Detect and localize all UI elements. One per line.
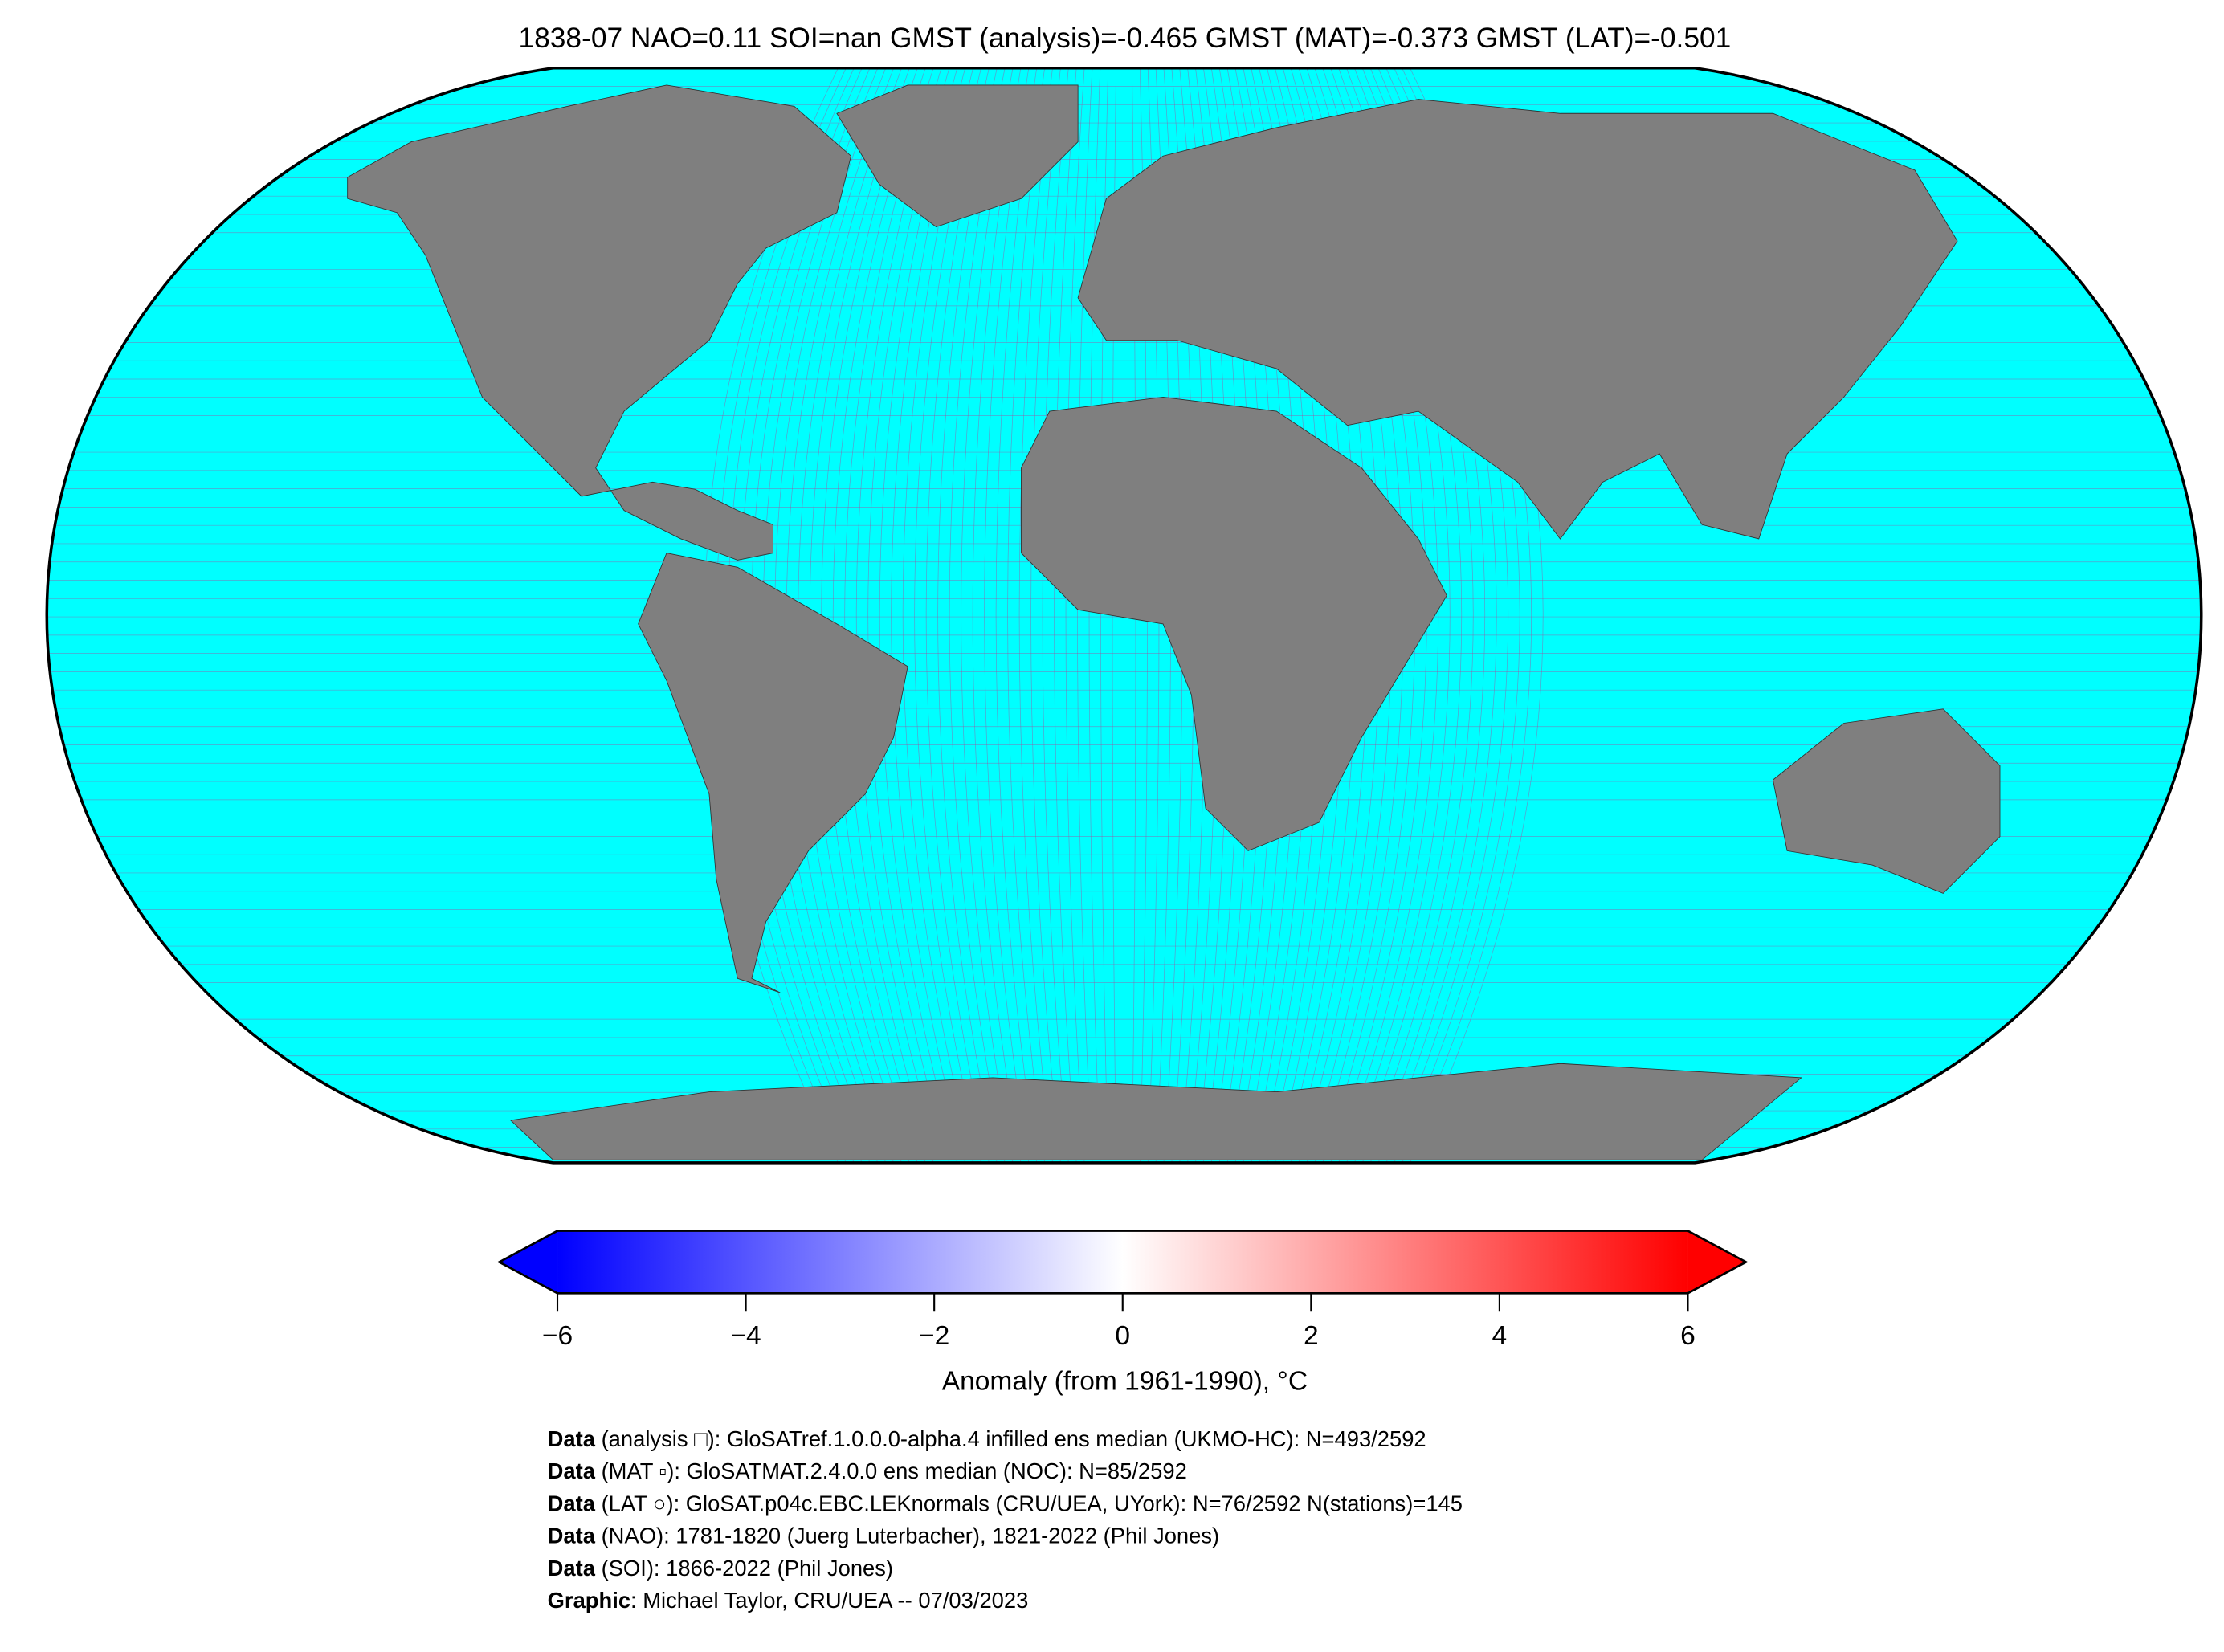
meridian <box>1065 67 1085 1163</box>
meridian <box>937 67 998 1163</box>
meridian <box>914 67 981 1163</box>
land <box>347 84 2001 1160</box>
eurasia <box>1077 99 1958 540</box>
australia <box>1772 708 2001 894</box>
footer-text: (SOI): 1866-2022 (Phil Jones) <box>595 1556 893 1581</box>
colorbar-tick-label: 6 <box>1680 1321 1696 1351</box>
colorbar-tick-label: 4 <box>1492 1321 1508 1351</box>
meridian <box>1077 67 1093 1163</box>
meridian <box>879 67 958 1163</box>
meridian <box>1018 67 1053 1163</box>
meridian <box>1007 67 1045 1163</box>
colorbar-tick-label: −6 <box>542 1321 573 1351</box>
colorbar-extend-max <box>1687 1230 1746 1294</box>
footer-bold: Data <box>548 1458 596 1483</box>
meridian <box>855 67 942 1163</box>
colorbar-extend-min <box>499 1230 558 1294</box>
footer: Data (analysis □): GloSATref.1.0.0.0-alp… <box>548 1426 1463 1613</box>
meridian <box>902 67 973 1163</box>
greenland <box>836 84 1079 227</box>
footer-text: (MAT ▫): GloSATMAT.2.4.0.0 ens median (N… <box>595 1458 1187 1483</box>
colorbar-tick-label: 2 <box>1304 1321 1319 1351</box>
meridian <box>1054 67 1077 1163</box>
map-body <box>47 67 2202 1163</box>
footer-bold: Graphic <box>548 1588 630 1613</box>
colorbar-label: Anomaly (from 1961-1990), °C <box>942 1366 1308 1396</box>
footer-text: (analysis □): GloSATref.1.0.0.0-alpha.4 … <box>595 1426 1426 1451</box>
meridian <box>844 67 934 1163</box>
meridian <box>961 67 1014 1163</box>
meridian <box>832 67 926 1163</box>
map-border <box>45 66 2203 1165</box>
meridian <box>972 67 1022 1163</box>
meridian <box>984 67 1030 1163</box>
footer-bold: Data <box>548 1426 596 1451</box>
map-title: 1838-07 NAO=0.11 SOI=nan GMST (analysis)… <box>519 22 1732 54</box>
africa <box>1021 396 1447 851</box>
colorbar-tick-label: −2 <box>919 1321 949 1351</box>
meridian <box>995 67 1038 1163</box>
footer-text: : Michael Taylor, CRU/UEA -- 07/03/2023 <box>630 1588 1028 1613</box>
meridian <box>1042 67 1069 1163</box>
footer-bold: Data <box>548 1524 596 1548</box>
meridian <box>925 67 990 1163</box>
footer-bold: Data <box>548 1491 596 1516</box>
meridian <box>1088 67 1101 1163</box>
north-america <box>347 84 852 561</box>
footer-line: Graphic: Michael Taylor, CRU/UEA -- 07/0… <box>548 1588 1029 1613</box>
colorbar: −6 −4 −2 0 2 4 6 <box>496 1230 1749 1351</box>
footer-text: (NAO): 1781-1820 (Juerg Luterbacher), 18… <box>595 1524 1219 1548</box>
meridian <box>949 67 1006 1163</box>
footer-line: Data (analysis □): GloSATref.1.0.0.0-alp… <box>548 1426 1426 1451</box>
footer-text: (LAT ○): GloSAT.p04c.EBC.LEKnormals (CRU… <box>595 1491 1463 1516</box>
footer-bold: Data <box>548 1556 596 1581</box>
meridian <box>867 67 950 1163</box>
footer-line: Data (NAO): 1781-1820 (Juerg Luterbacher… <box>548 1524 1220 1548</box>
meridian <box>891 67 966 1163</box>
colorbar-tick-label: 0 <box>1115 1321 1130 1351</box>
meridian <box>1030 67 1061 1163</box>
footer-line: Data (MAT ▫): GloSATMAT.2.4.0.0 ens medi… <box>548 1458 1187 1483</box>
colorbar-tick-label: −4 <box>730 1321 761 1351</box>
antarctica <box>509 1063 1802 1160</box>
footer-line: Data (SOI): 1866-2022 (Phil Jones) <box>548 1556 893 1581</box>
south-america <box>638 553 908 993</box>
footer-line: Data (LAT ○): GloSAT.p04c.EBC.LEKnormals… <box>548 1491 1463 1516</box>
colorbar-fill <box>557 1230 1688 1294</box>
